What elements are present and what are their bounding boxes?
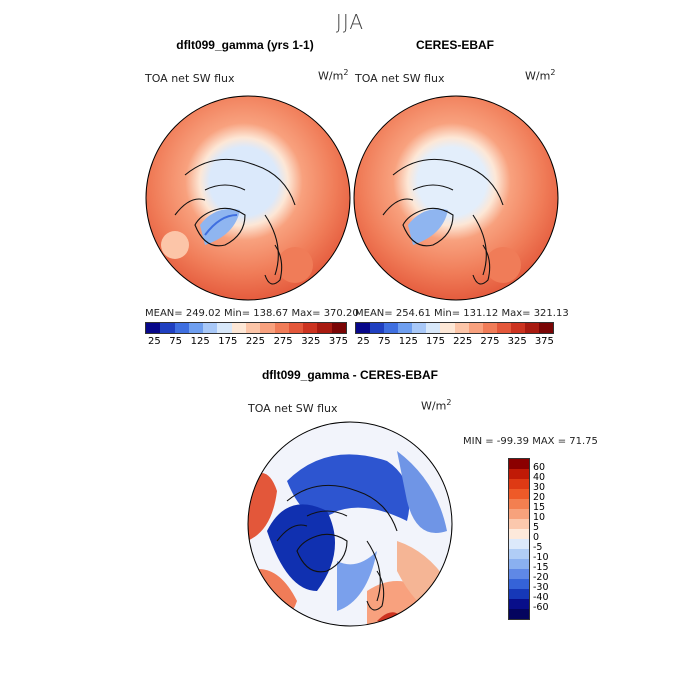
colorbar-tick-label: 375 (328, 336, 348, 347)
colorbar-tick-label: -20 (533, 572, 549, 583)
diff-panel-title: dflt099_gamma - CERES-EBAF (261, 368, 439, 382)
colorbar-tick-label: 125 (398, 336, 418, 347)
colorbar-swatch (160, 323, 175, 333)
colorbar-swatch (468, 323, 483, 333)
colorbar-swatch (331, 323, 346, 333)
colorbar-swatch (524, 323, 540, 333)
colorbar-swatch (174, 323, 189, 333)
colorbar-tick-label: 275 (273, 336, 293, 347)
colorbar-tick-label: 40 (533, 472, 546, 483)
colorbar-swatch (426, 323, 441, 333)
left-colorbar-ticks: 25 75 125 175 225 275 325 375 (148, 336, 348, 347)
colorbar-swatch (384, 323, 399, 333)
right-stats: MEAN= 254.61 Min= 131.12 Max= 321.13 (355, 308, 569, 319)
colorbar-swatch (509, 529, 529, 539)
colorbar-tick-label: -10 (533, 552, 549, 563)
left-stats: MEAN= 249.02 Min= 138.67 Max= 370.20 (145, 308, 359, 319)
colorbar-swatch (398, 323, 413, 333)
diff-units-label: W/m2 (421, 398, 452, 413)
right-polar-map (353, 95, 559, 301)
colorbar-tick-label: 5 (533, 522, 540, 533)
diff-stats: MIN = -99.39 MAX = 71.75 (463, 436, 598, 447)
colorbar-swatch (509, 549, 529, 559)
colorbar-tick-label: 225 (453, 336, 473, 347)
colorbar-swatch (231, 323, 246, 333)
colorbar-swatch (509, 599, 529, 609)
colorbar-swatch (356, 323, 371, 333)
diff-polar-map (247, 421, 453, 627)
colorbar-swatch (288, 323, 304, 333)
season-title: JJA (335, 10, 365, 34)
colorbar-swatch (509, 489, 529, 499)
colorbar-swatch (509, 609, 529, 619)
diff-colorbar-labels: 60 40 30 20 15 10 5 0 -5 -10 -15 -20 -30 -40 -60 (533, 463, 549, 613)
colorbar-swatch (245, 323, 261, 333)
colorbar-swatch (370, 323, 385, 333)
colorbar-swatch (260, 323, 275, 333)
colorbar-swatch (539, 323, 554, 333)
right-map-overlay (382, 158, 521, 285)
colorbar-tick-label: 25 (148, 336, 161, 347)
left-colorbar (145, 322, 347, 334)
colorbar-tick-label: -30 (533, 582, 549, 593)
colorbar-tick-label: 375 (534, 336, 554, 347)
colorbar-tick-label: 75 (169, 336, 183, 347)
colorbar-swatch (509, 509, 529, 519)
colorbar-tick-label: 20 (533, 492, 546, 503)
colorbar-tick-label: 75 (377, 336, 391, 347)
colorbar-tick-label: 30 (533, 482, 546, 493)
colorbar-swatch (303, 323, 318, 333)
colorbar-tick-label: 325 (301, 336, 321, 347)
left-map-overlay (161, 158, 313, 285)
colorbar-swatch (188, 323, 204, 333)
colorbar-tick-label: 10 (533, 512, 546, 523)
colorbar-tick-label: 175 (218, 336, 238, 347)
colorbar-tick-label: -15 (533, 562, 549, 573)
colorbar-swatch (274, 323, 289, 333)
colorbar-swatch (509, 459, 529, 469)
right-colorbar (355, 322, 554, 334)
colorbar-tick-label: 15 (533, 502, 546, 513)
colorbar-swatch (440, 323, 455, 333)
right-colorbar-ticks: 25 75 125 175 225 275 325 375 (357, 336, 554, 347)
colorbar-tick-label: -40 (533, 592, 549, 603)
right-units-label: W/m2 (525, 68, 556, 83)
left-panel-title: dflt099_gamma (yrs 1-1) (176, 38, 314, 52)
right-variable-label: TOA net SW flux (355, 72, 445, 85)
colorbar-swatch (509, 569, 529, 579)
colorbar-swatch (509, 519, 529, 529)
colorbar-swatch (509, 479, 529, 489)
colorbar-swatch (509, 539, 529, 549)
colorbar-tick-label: 60 (533, 462, 546, 473)
colorbar-tick-label: 275 (480, 336, 500, 347)
colorbar-swatch (482, 323, 497, 333)
colorbar-tick-label: 0 (533, 532, 540, 543)
left-units-label: W/m2 (318, 68, 349, 83)
colorbar-swatch (496, 323, 511, 333)
colorbar-swatch (203, 323, 218, 333)
colorbar-swatch (509, 559, 529, 569)
colorbar-tick-label: 25 (357, 336, 370, 347)
colorbar-swatch (412, 323, 427, 333)
colorbar-swatch (454, 323, 469, 333)
colorbar-tick-label: -60 (533, 602, 549, 613)
right-panel-title: CERES-EBAF (415, 38, 494, 52)
left-polar-map (145, 95, 351, 301)
colorbar-swatch (509, 469, 529, 479)
colorbar-swatch (509, 499, 529, 509)
colorbar-swatch (510, 323, 525, 333)
colorbar-swatch (146, 323, 161, 333)
colorbar-tick-label: -5 (533, 542, 543, 553)
colorbar-tick-label: 325 (507, 336, 527, 347)
diff-colorbar (508, 458, 530, 620)
colorbar-swatch (509, 589, 529, 599)
colorbar-swatch (317, 323, 332, 333)
colorbar-tick-label: 125 (190, 336, 210, 347)
left-variable-label: TOA net SW flux (145, 72, 235, 85)
colorbar-swatch (217, 323, 232, 333)
colorbar-swatch (509, 579, 529, 589)
colorbar-tick-label: 175 (425, 336, 446, 347)
diff-variable-label: TOA net SW flux (248, 402, 338, 415)
colorbar-tick-label: 225 (245, 336, 265, 347)
